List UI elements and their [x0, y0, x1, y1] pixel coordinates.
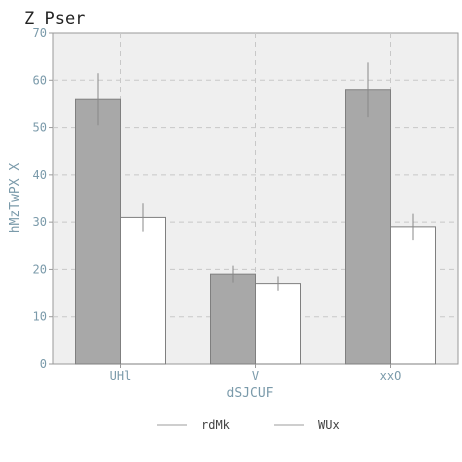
y-tick-label: 20 [33, 262, 47, 276]
bar-WUx-V [255, 283, 301, 365]
y-tick-label: 0 [40, 357, 47, 371]
bar-rdMk-V [210, 273, 256, 365]
legend-label-rdMk: rdMk [201, 418, 231, 432]
legend-label-WUx: WUx [318, 418, 340, 432]
y-tick-label: 40 [33, 168, 47, 182]
legend: rdMk WUx [157, 418, 340, 432]
bar-rdMk-xxO [345, 89, 391, 365]
x-axis-label: dSJCUF [227, 386, 274, 401]
y-axis: 0 10 20 30 40 50 60 70 [33, 26, 53, 371]
chart-title: Z Pser [24, 9, 85, 29]
y-tick-label: 50 [33, 121, 47, 135]
x-tick-label: UHl [110, 369, 132, 383]
y-tick-label: 70 [33, 26, 47, 40]
bar-WUx-xxO [390, 226, 436, 365]
x-tick-label: V [252, 369, 259, 383]
y-axis-label: hMzTwPX X [8, 163, 23, 234]
x-tick-label: xxO [380, 369, 402, 383]
y-tick-label: 10 [33, 310, 47, 324]
bar-rdMk-UHl [75, 98, 121, 365]
y-tick-label: 60 [33, 73, 47, 87]
bar-WUx-UHl [120, 216, 166, 365]
y-tick-label: 30 [33, 215, 47, 229]
bars [75, 62, 436, 365]
